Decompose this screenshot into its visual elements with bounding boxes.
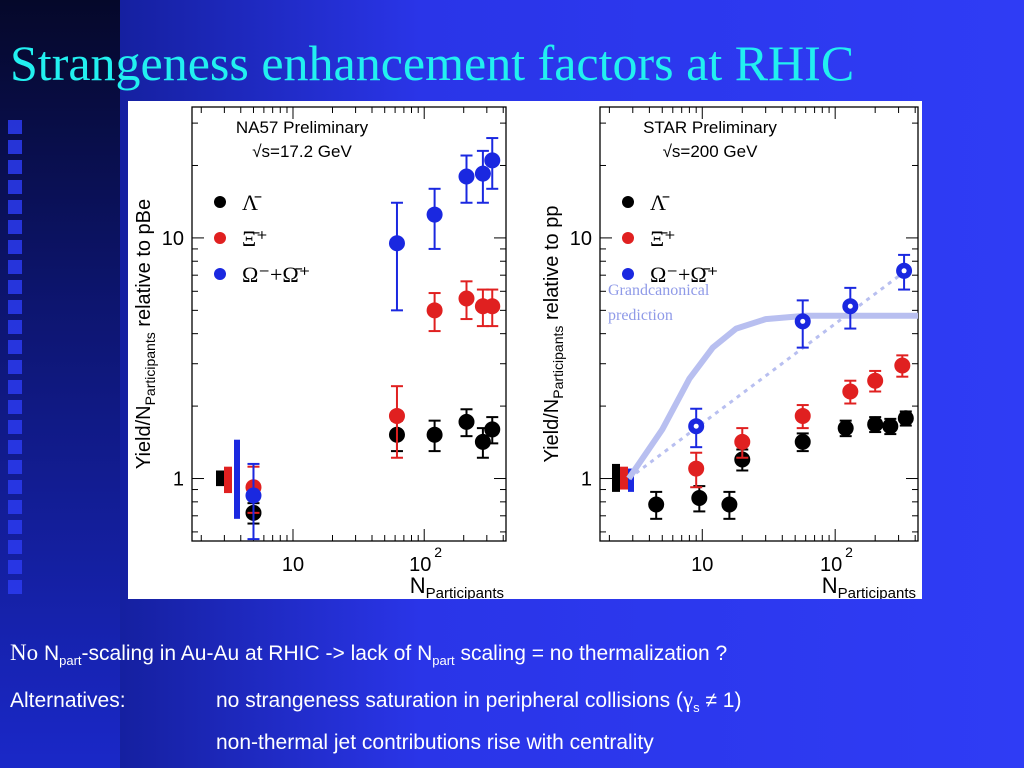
data-point — [691, 489, 708, 506]
data-point — [867, 372, 884, 389]
normalization-bar — [612, 463, 620, 492]
y-tick-label: 1 — [581, 469, 592, 491]
data-point — [721, 496, 738, 513]
data-point — [474, 433, 491, 450]
x-tick-label: 10 — [409, 554, 431, 576]
y-axis-label: Yield/NParticipants relative to pBe — [133, 199, 158, 469]
legend-marker — [214, 268, 226, 280]
data-point — [897, 410, 914, 427]
alternative-1b: ≠ 1) — [699, 689, 742, 712]
figure-panel: 10 10 2 1 10 NParticipants Yield/NParticipants… — [128, 101, 922, 602]
normalization-bar — [216, 470, 224, 487]
legend-marker — [622, 196, 634, 208]
data-point — [894, 357, 911, 374]
data-point — [426, 206, 443, 223]
alternatives-line: Alternatives: no strangeness saturation i… — [10, 687, 741, 715]
decorative-squares — [8, 120, 30, 600]
data-point — [484, 421, 501, 438]
data-point — [794, 407, 811, 424]
legend-marker — [214, 232, 226, 244]
data-point — [484, 298, 501, 315]
conclusion-text: -scaling in Au-Au at RHIC -> lack of N — [81, 642, 433, 665]
y-tick-label: 10 — [570, 228, 592, 250]
data-point-center — [901, 268, 907, 274]
y-tick-label: 1 — [173, 469, 184, 491]
legend-entry: Λ̄ — [650, 190, 670, 215]
data-point — [842, 383, 859, 400]
plot-frame — [599, 106, 919, 542]
data-point — [837, 420, 854, 437]
data-point-center — [847, 303, 853, 309]
data-point — [867, 416, 884, 433]
data-point-center — [693, 423, 699, 429]
gamma-symbol: γ — [682, 687, 694, 712]
x-tick-label-exponent: 2 — [845, 544, 853, 560]
legend-entry: Ξ̄⁺ — [242, 226, 268, 251]
data-point — [794, 433, 811, 450]
data-point — [426, 302, 443, 319]
data-point — [458, 290, 475, 307]
x-tick-label: 10 — [691, 554, 713, 576]
alternative-1a: no strangeness saturation in peripheral … — [216, 689, 683, 712]
strangeness-charts-svg: 10 102110NParticipantsYield/NParticipants… — [133, 106, 919, 602]
normalization-bar — [234, 439, 240, 519]
x-axis-label: NParticipants — [410, 573, 504, 599]
data-point — [474, 165, 491, 182]
plot-frame — [191, 106, 507, 542]
data-point — [734, 451, 751, 468]
prediction-annotation: prediction — [608, 307, 673, 324]
npart-subscript: part — [59, 653, 82, 669]
data-point — [245, 487, 262, 504]
chart-subtitle: √s=17.2 GeV — [252, 142, 352, 161]
normalization-bar — [224, 466, 232, 494]
npart-subscript-2: part — [432, 653, 455, 669]
data-point — [734, 433, 751, 450]
chart-title: STAR Preliminary — [643, 118, 777, 137]
chart-panel-2: 10 102110NParticipantsYield/NParticipants… — [541, 106, 919, 602]
legend-entry: Λ̄ — [242, 190, 262, 215]
y-axis-label: Yield/NParticipants relative to pp — [541, 206, 566, 463]
legend-entry: Ξ̄⁺ — [650, 226, 676, 251]
data-point — [648, 496, 665, 513]
chart-panel-1: 10 102110NParticipantsYield/NParticipants… — [133, 106, 507, 602]
dotted-trend-line — [627, 269, 907, 480]
data-point — [426, 426, 443, 443]
normalization-bar — [628, 468, 634, 492]
gamma-subscript: s — [693, 700, 700, 716]
legend-marker — [622, 268, 634, 280]
alternatives-label: Alternatives: — [10, 689, 126, 712]
data-point — [882, 418, 899, 435]
no-word: No — [10, 640, 39, 665]
chart-subtitle: √s=200 GeV — [663, 142, 759, 161]
alternative-2: non-thermal jet contributions rise with … — [216, 731, 654, 754]
normalization-bar — [620, 466, 628, 490]
data-point — [688, 460, 705, 477]
slide-title: Strangeness enhancement factors at RHIC — [10, 35, 855, 91]
legend-entry: Ω⁻+Ω̄⁺ — [650, 262, 718, 287]
legend-marker — [622, 232, 634, 244]
data-point — [388, 235, 405, 252]
conclusion-line: No Npart-scaling in Au-Au at RHIC -> lac… — [10, 640, 727, 668]
x-tick-label-exponent: 2 — [434, 544, 442, 560]
data-point-center — [800, 318, 806, 324]
data-point — [458, 413, 475, 430]
data-point — [484, 152, 501, 169]
legend-entry: Ω⁻+Ω̄⁺ — [242, 262, 310, 287]
data-point — [388, 407, 405, 424]
prediction-annotation: Grandcanonical — [608, 282, 710, 299]
chart-title: NA57 Preliminary — [236, 118, 369, 137]
x-tick-label: 10 — [820, 554, 842, 576]
grandcanonical-prediction-curve — [626, 312, 918, 481]
data-point — [458, 168, 475, 185]
legend-marker — [214, 196, 226, 208]
conclusion-tail: scaling = no thermalization ? — [454, 642, 728, 665]
x-axis-label: NParticipants — [822, 573, 916, 599]
x-tick-label: 10 — [282, 554, 304, 576]
y-tick-label: 10 — [162, 228, 184, 250]
npart-symbol: N — [43, 642, 60, 665]
